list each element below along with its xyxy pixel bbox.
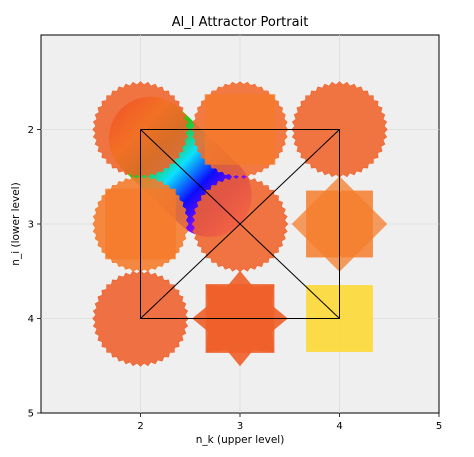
x-tick-label: 5	[436, 421, 442, 432]
x-tick-label: 2	[137, 421, 143, 432]
frame-line-2	[140, 129, 340, 319]
y-tick-label: 3	[28, 220, 34, 231]
y-tick-label: 2	[28, 125, 34, 136]
x-tick-label: 3	[237, 421, 243, 432]
x-axis-ticks: 2 3 4 5	[137, 413, 442, 432]
x-axis-label: n_k (upper level)	[196, 434, 285, 446]
y-axis-ticks: 2 3 4 5	[28, 125, 41, 420]
y-tick-label: 5	[28, 409, 34, 420]
chart-title: Al_I Attractor Portrait	[172, 15, 309, 30]
x-tick-label: 4	[336, 421, 342, 432]
frame-lines	[140, 129, 340, 319]
y-axis-label: n_i (lower level)	[10, 182, 22, 265]
y-tick-label: 4	[28, 314, 34, 325]
